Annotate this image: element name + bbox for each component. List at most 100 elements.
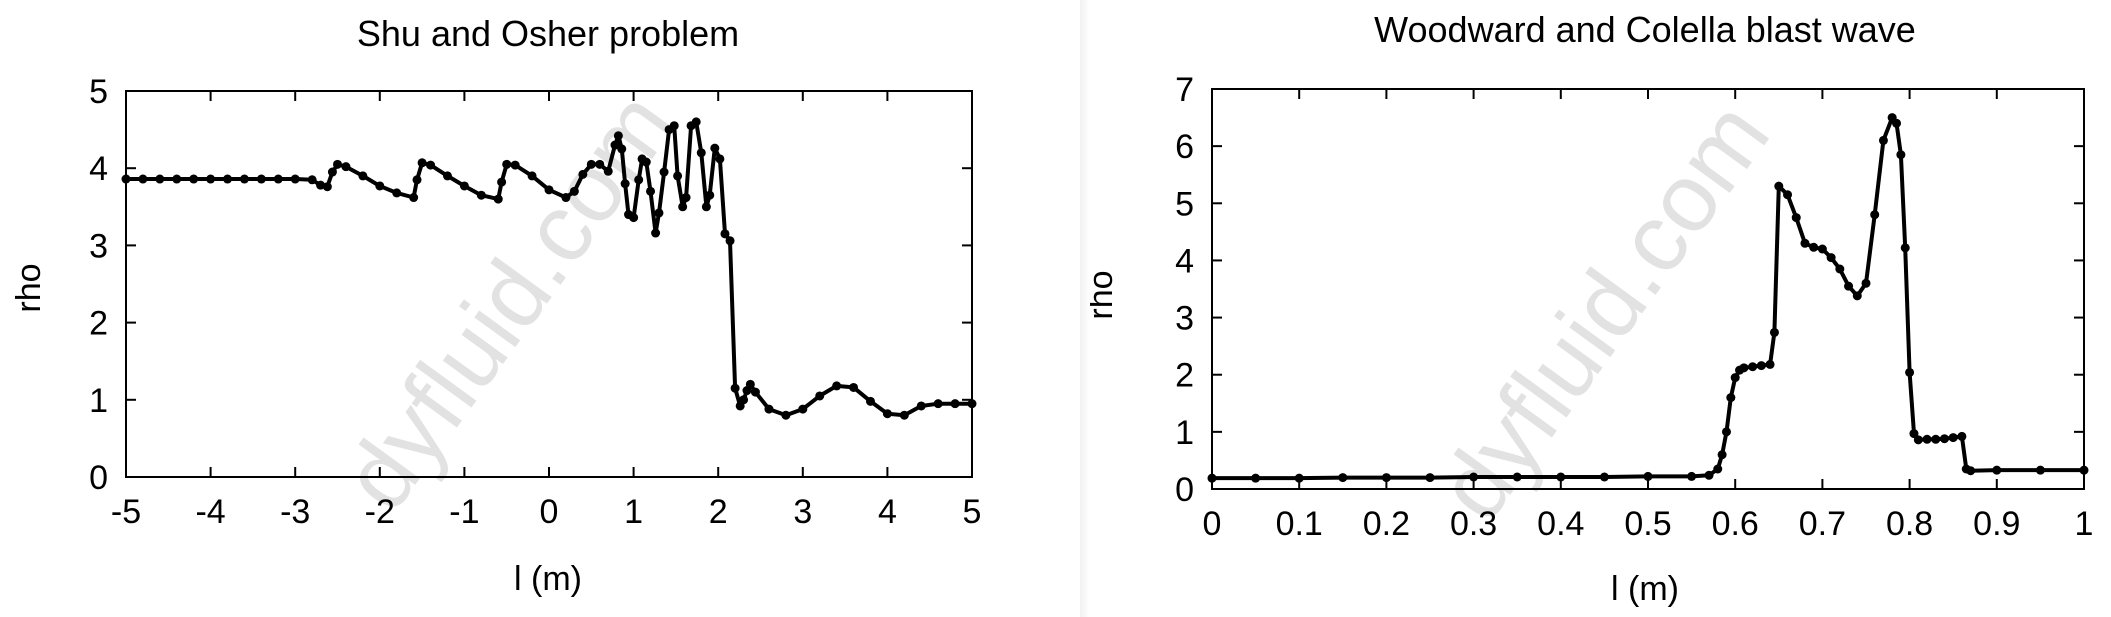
data-point (239, 174, 249, 184)
y-tick-label: 0 (1175, 471, 1194, 509)
data-point (641, 157, 651, 167)
data-point (1931, 434, 1941, 444)
data-point (1896, 150, 1906, 160)
panel-divider (1080, 0, 1090, 617)
data-point (651, 228, 661, 238)
data-point (1726, 393, 1736, 403)
data-point (865, 396, 875, 406)
y-tick-label: 3 (89, 227, 108, 265)
data-point (1966, 466, 1976, 476)
data-point (1769, 327, 1779, 337)
data-point (442, 171, 452, 181)
data-point (620, 179, 630, 189)
data-point (1826, 253, 1836, 263)
data-point (1748, 362, 1758, 372)
data-point (634, 175, 644, 185)
x-tick-label: 0.1 (1276, 505, 1323, 543)
data-point (256, 174, 266, 184)
data-point (392, 188, 402, 198)
data-point (1922, 434, 1932, 444)
data-point (967, 399, 977, 409)
data-point (1704, 470, 1714, 480)
data-point (678, 202, 688, 212)
y-tick-label: 6 (1175, 128, 1194, 166)
x-tick-label: 0.6 (1712, 505, 1759, 543)
data-point (1909, 429, 1919, 439)
data-point (832, 381, 842, 391)
data-point (595, 159, 605, 169)
data-point (720, 229, 730, 239)
data-point (815, 391, 825, 401)
chart-panel-shu-osher: dyfluid.com Shu and Osher problem l (m) … (10, 13, 982, 598)
data-point (409, 193, 419, 203)
chart-blast-wave: dyfluid.com Woodward and Colella blast w… (1090, 9, 2093, 608)
data-point (899, 410, 909, 420)
data-point (1817, 244, 1827, 254)
data-point (189, 174, 199, 184)
data-point (750, 387, 760, 397)
data-point (715, 154, 725, 164)
data-point (417, 158, 427, 168)
data-point (426, 160, 436, 170)
data-point (1957, 431, 1967, 441)
data-point (206, 174, 216, 184)
data-point (223, 174, 233, 184)
x-tick-label: 4 (878, 493, 897, 531)
chart-panel-blast-wave: dyfluid.com Woodward and Colella blast w… (1090, 0, 2111, 617)
data-point (1556, 472, 1566, 482)
data-point (1756, 361, 1766, 371)
data-point (1892, 118, 1902, 128)
data-point (476, 190, 486, 200)
x-axis-label: l (m) (514, 560, 582, 598)
data-point (1992, 465, 2002, 475)
data-point (849, 382, 859, 392)
x-tick-label: -4 (195, 493, 225, 531)
data-point (569, 186, 579, 196)
x-tick-label: 0.3 (1450, 505, 1497, 543)
y-tick-label: 2 (1175, 357, 1194, 395)
data-point (1861, 278, 1871, 288)
data-point (578, 169, 588, 179)
data-point (375, 181, 385, 191)
y-tick-label: 7 (1175, 71, 1194, 109)
data-point (322, 182, 332, 192)
data-point (1207, 473, 1217, 483)
data-point (327, 167, 337, 177)
y-tick-label: 4 (89, 150, 108, 188)
data-point (610, 140, 620, 150)
x-tick-label: 5 (963, 493, 982, 531)
data-point (1687, 471, 1697, 481)
y-tick-label: 0 (89, 459, 108, 497)
data-point (121, 174, 131, 184)
data-point (1835, 264, 1845, 274)
chart-title: Woodward and Colella blast wave (1374, 9, 1916, 50)
data-point (882, 409, 892, 419)
data-point (2079, 465, 2089, 475)
y-tick-label: 1 (89, 382, 108, 420)
data-point (138, 174, 148, 184)
data-point (701, 202, 711, 212)
data-point (502, 159, 512, 169)
data-point (155, 174, 165, 184)
data-point (273, 174, 283, 184)
data-point (798, 404, 808, 414)
x-tick-label: 0.5 (1624, 505, 1671, 543)
data-point (1643, 471, 1653, 481)
data-point (659, 167, 669, 177)
data-point (172, 174, 182, 184)
x-tick-label: 0 (1203, 505, 1222, 543)
data-point (1878, 135, 1888, 145)
data-point (1791, 213, 1801, 223)
data-point (629, 213, 639, 223)
data-point (544, 185, 554, 195)
data-point (1338, 473, 1348, 483)
data-point (1713, 464, 1723, 474)
data-point (493, 194, 503, 204)
watermark: dyfluid.com (1418, 83, 1790, 539)
data-point (725, 236, 735, 246)
data-point (1294, 473, 1304, 483)
data-point (696, 148, 706, 158)
data-point (316, 180, 326, 190)
y-tick-label: 2 (89, 305, 108, 343)
data-point (745, 379, 755, 389)
